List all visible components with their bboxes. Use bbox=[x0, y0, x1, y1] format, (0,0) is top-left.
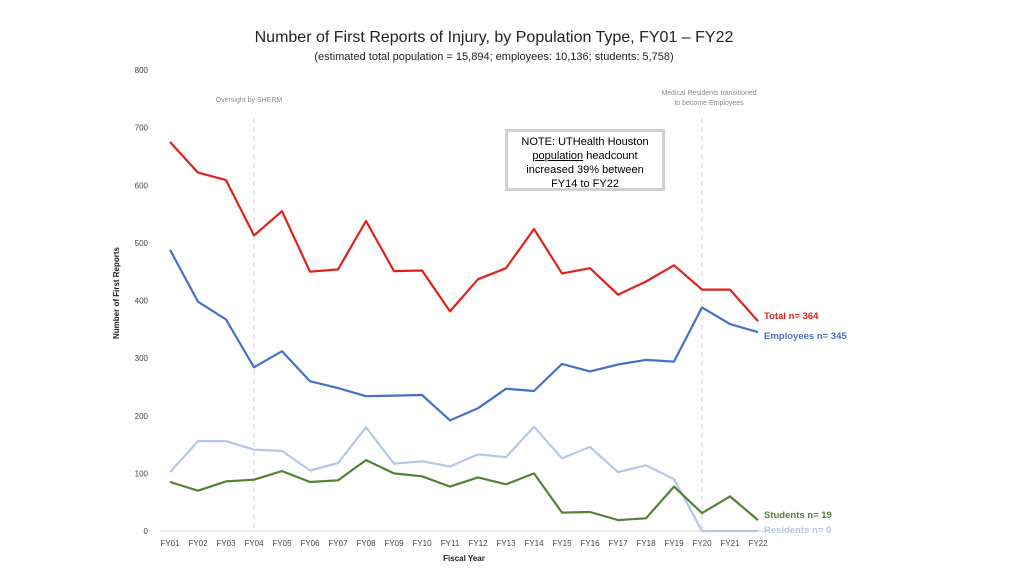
y-tick-label: 600 bbox=[135, 181, 149, 190]
x-axis-title: Fiscal Year bbox=[443, 554, 485, 563]
y-axis-title: Number of First Reports bbox=[112, 246, 121, 339]
x-tick-label: FY01 bbox=[160, 539, 180, 548]
x-tick-label: FY21 bbox=[720, 539, 740, 548]
x-tick-label: FY06 bbox=[300, 539, 320, 548]
x-axis-ticks: FY01 FY02 FY03 FY04 FY05 FY06 FY07 FY08 FY09 FY10… bbox=[160, 539, 768, 548]
x-tick-label: FY18 bbox=[636, 539, 656, 548]
note-underlined-word: population bbox=[532, 150, 584, 162]
note-line-2-rest: headcount bbox=[583, 150, 638, 162]
series-end-label-students: Students n= 19 bbox=[764, 510, 832, 521]
series-end-labels: Total n= 364 Employees n= 345 Residents n=… bbox=[764, 311, 847, 536]
x-tick-label: FY12 bbox=[468, 539, 488, 548]
series-line-residents bbox=[169, 425, 758, 533]
x-tick-label: FY09 bbox=[384, 539, 404, 548]
y-tick-label: 800 bbox=[135, 66, 149, 75]
x-tick-label: FY07 bbox=[328, 539, 348, 548]
note-line-1: NOTE: UTHealth Houston bbox=[521, 136, 649, 148]
annotation-residents-line2: to become Employees bbox=[674, 100, 744, 107]
x-tick-label: FY20 bbox=[692, 539, 712, 548]
series-end-label-employees: Employees n= 345 bbox=[764, 331, 847, 342]
note-line-3: increased 39% between bbox=[526, 164, 644, 176]
x-tick-label: FY17 bbox=[608, 539, 628, 548]
x-tick-label: FY04 bbox=[244, 539, 264, 548]
note-box: NOTE: UTHealth Houston population headco… bbox=[505, 129, 665, 191]
series-end-label-total: Total n= 364 bbox=[764, 311, 819, 322]
y-tick-label: 0 bbox=[144, 527, 149, 536]
y-tick-label: 700 bbox=[135, 124, 149, 133]
series-line-students bbox=[169, 459, 759, 522]
y-tick-label: 300 bbox=[135, 354, 149, 363]
y-axis-ticks: 0 100 200 300 400 500 600 700 800 bbox=[135, 66, 149, 536]
annotation-residents-line1: Medical Residents transitioned bbox=[661, 90, 756, 97]
x-tick-label: FY10 bbox=[412, 539, 432, 548]
reference-lines bbox=[253, 118, 703, 531]
x-tick-label: FY11 bbox=[441, 539, 460, 548]
series-line-total bbox=[169, 141, 759, 322]
y-tick-label: 100 bbox=[135, 469, 149, 478]
x-tick-label: FY13 bbox=[496, 539, 516, 548]
series-lines bbox=[169, 141, 759, 533]
note-line-2: population headcount bbox=[508, 149, 662, 163]
y-tick-label: 200 bbox=[135, 412, 149, 421]
series-line-employees bbox=[169, 249, 759, 422]
series-end-label-residents: Residents n= 0 bbox=[764, 525, 831, 536]
x-tick-label: FY03 bbox=[216, 539, 236, 548]
x-tick-label: FY05 bbox=[272, 539, 292, 548]
y-tick-label: 400 bbox=[135, 297, 149, 306]
x-tick-label: FY02 bbox=[188, 539, 208, 548]
x-tick-label: FY19 bbox=[664, 539, 684, 548]
x-tick-label: FY16 bbox=[580, 539, 600, 548]
x-tick-label: FY08 bbox=[356, 539, 376, 548]
annotation-sherm: Oversight by SHERM bbox=[216, 97, 283, 104]
chart-title: Number of First Reports of Injury, by Po… bbox=[255, 29, 734, 46]
y-tick-label: 500 bbox=[135, 239, 149, 248]
x-tick-label: FY15 bbox=[552, 539, 572, 548]
note-line-4: FY14 to FY22 bbox=[551, 178, 619, 190]
x-tick-label: FY22 bbox=[748, 539, 768, 548]
chart-subtitle: (estimated total population = 15,894; em… bbox=[314, 51, 673, 63]
x-tick-label: FY14 bbox=[524, 539, 544, 548]
